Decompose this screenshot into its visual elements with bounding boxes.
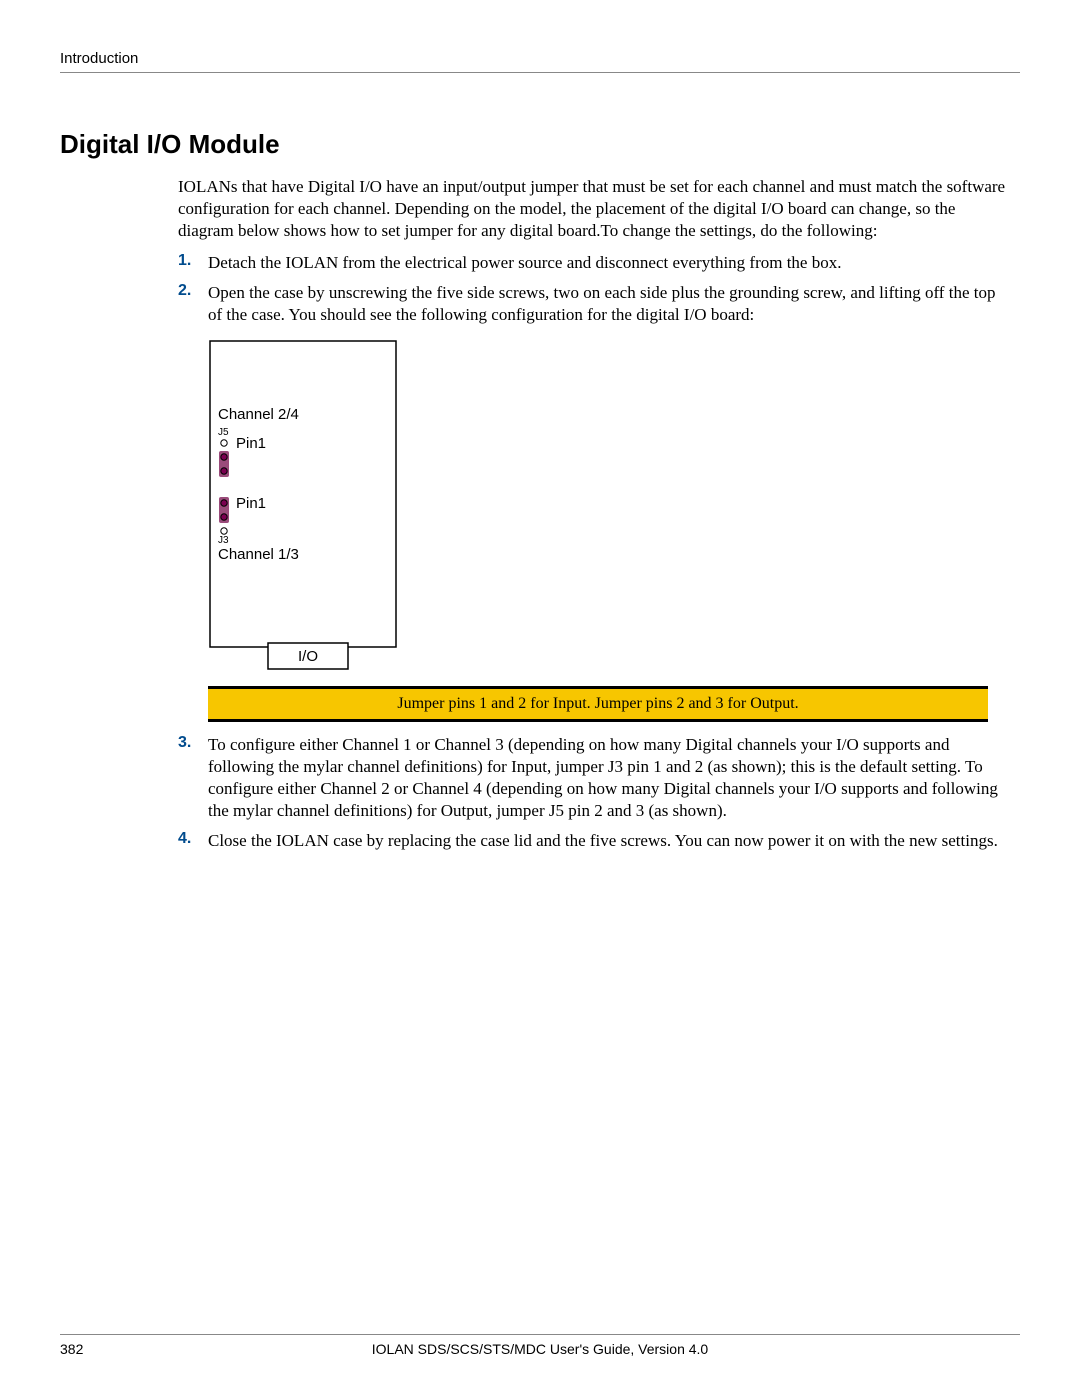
svg-text:J5: J5 (218, 427, 229, 438)
section-title: Digital I/O Module (60, 129, 1020, 160)
footer-guide-title: IOLAN SDS/SCS/STS/MDC User's Guide, Vers… (220, 1341, 860, 1357)
svg-text:Channel 1/3: Channel 1/3 (218, 546, 299, 563)
note-text: Jumper pins 1 and 2 for Input. Jumper pi… (208, 689, 988, 719)
svg-text:Pin1: Pin1 (236, 495, 266, 512)
io-board-diagram: I/O Channel 2/4 J5 Pin1 Pin1 J3Channel 1/3 (208, 339, 1010, 680)
step-number: 1. (178, 252, 208, 274)
svg-text:Pin1: Pin1 (236, 435, 266, 452)
step-item: 4. Close the IOLAN case by replacing the… (178, 830, 1010, 852)
steps-list-continued: 3. To configure either Channel 1 or Chan… (178, 734, 1010, 852)
page-header: Introduction (60, 50, 1020, 73)
board-svg: I/O Channel 2/4 J5 Pin1 Pin1 J3Channel 1/3 (208, 339, 398, 675)
step-item: 1. Detach the IOLAN from the electrical … (178, 252, 1010, 274)
step-text: Close the IOLAN case by replacing the ca… (208, 830, 998, 852)
jumper-note-banner: Jumper pins 1 and 2 for Input. Jumper pi… (208, 686, 988, 722)
intro-paragraph: IOLANs that have Digital I/O have an inp… (178, 176, 1010, 242)
step-number: 2. (178, 282, 208, 326)
page-footer: 382 IOLAN SDS/SCS/STS/MDC User's Guide, … (60, 1334, 1020, 1357)
content-block: IOLANs that have Digital I/O have an inp… (178, 176, 1010, 852)
step-text: Detach the IOLAN from the electrical pow… (208, 252, 841, 274)
step-text: Open the case by unscrewing the five sid… (208, 282, 1010, 326)
steps-list: 1. Detach the IOLAN from the electrical … (178, 252, 1010, 326)
svg-text:I/O: I/O (298, 648, 318, 665)
footer-spacer (860, 1341, 1020, 1357)
svg-text:J3: J3 (218, 535, 229, 546)
step-text: To configure either Channel 1 or Channel… (208, 734, 1010, 822)
header-section-label: Introduction (60, 50, 138, 67)
note-bar-bottom (208, 719, 988, 722)
step-number: 4. (178, 830, 208, 852)
svg-text:Channel 2/4: Channel 2/4 (218, 406, 299, 423)
step-item: 2. Open the case by unscrewing the five … (178, 282, 1010, 326)
step-item: 3. To configure either Channel 1 or Chan… (178, 734, 1010, 822)
page-number: 382 (60, 1341, 220, 1357)
step-number: 3. (178, 734, 208, 822)
